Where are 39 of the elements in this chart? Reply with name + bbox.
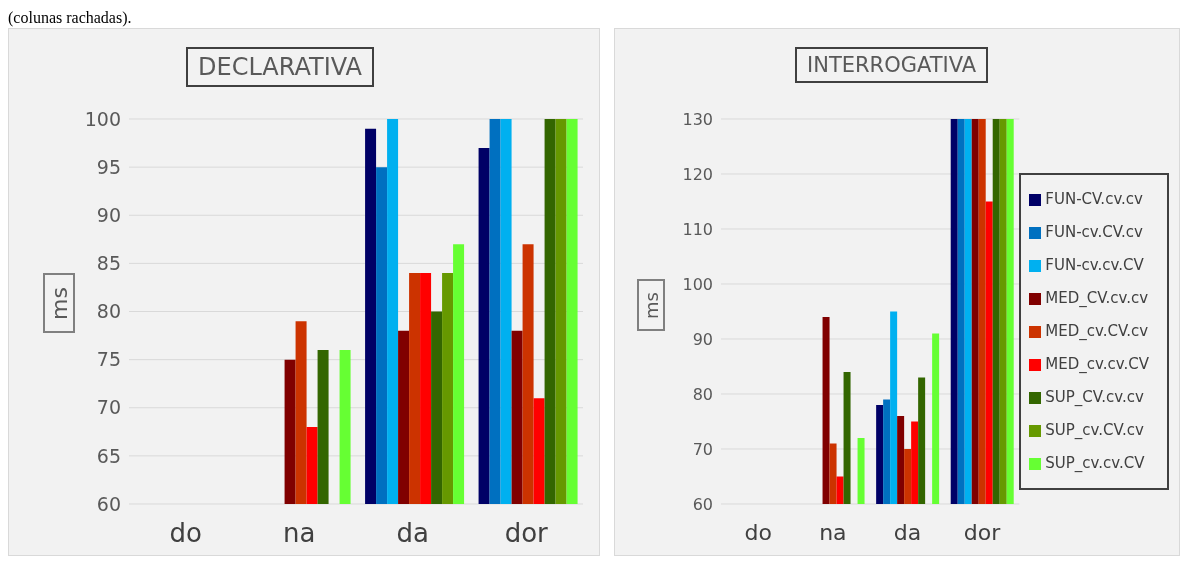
x-tick-label: dor (963, 519, 1002, 545)
legend-label: MED_cv.cv.CV (1045, 355, 1149, 373)
x-tick-label: do (744, 519, 773, 545)
x-tick-label: do (169, 518, 202, 549)
y-tick-label: 75 (96, 348, 121, 371)
y-tick-label: 90 (692, 329, 713, 349)
x-tick-label: dor (504, 518, 549, 549)
legend-label: FUN-cv.cv.CV (1045, 256, 1144, 274)
y-tick-label: 130 (682, 109, 713, 129)
x-tick-label: da (396, 518, 429, 549)
y-tick-label: 95 (96, 155, 121, 178)
legend-label: SUP_cv.cv.CV (1045, 454, 1145, 472)
y-tick-label: 100 (682, 274, 713, 294)
y-tick-label: 70 (692, 439, 713, 459)
y-tick-label: 90 (96, 203, 121, 226)
y-tick-label: 85 (96, 252, 121, 275)
x-tick-label: na (819, 519, 847, 545)
legend-label: MED_CV.cv.cv (1045, 289, 1149, 307)
y-tick-label: 110 (682, 219, 713, 239)
y-tick-label: 60 (96, 492, 121, 515)
y-tick-label: 65 (96, 444, 121, 467)
legend-label: FUN-cv.CV.cv (1045, 223, 1143, 241)
legend-label: MED_cv.CV.cv (1045, 322, 1149, 340)
y-tick-label: 120 (682, 164, 713, 184)
x-tick-label: da (893, 519, 922, 545)
chart-title: INTERROGATIVA (795, 47, 989, 83)
y-tick-label: 70 (96, 396, 121, 419)
chart-title: DECLARATIVA (186, 47, 375, 87)
text: (colunas rachadas). (8, 8, 133, 28)
y-tick-label: 80 (692, 384, 713, 404)
legend-label: SUP_cv.CV.cv (1045, 421, 1144, 439)
x-tick-label: na (283, 518, 316, 549)
y-axis-title: ms (640, 291, 662, 319)
y-tick-label: 80 (96, 300, 121, 323)
legend-label: SUP_CV.cv.cv (1045, 388, 1144, 406)
y-tick-label: 100 (84, 107, 121, 130)
legend-label: FUN-CV.cv.cv (1045, 190, 1143, 208)
y-axis-title: ms (46, 286, 72, 320)
y-tick-label: 60 (692, 494, 713, 514)
